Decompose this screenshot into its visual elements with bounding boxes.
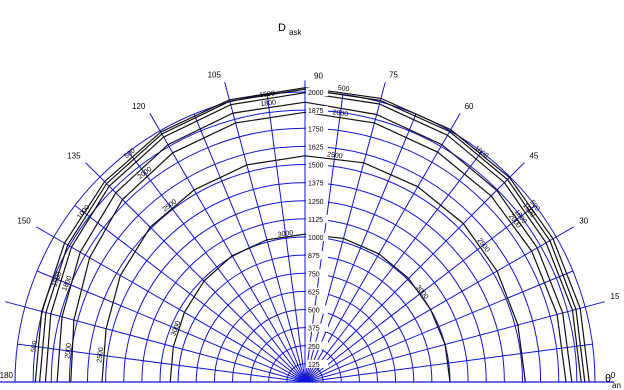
radial-tick-label: 1500 <box>308 163 324 170</box>
contour-line-2000 <box>70 111 567 383</box>
angle-tick-label: 180 <box>0 371 14 380</box>
spoke-67.5 <box>304 113 417 383</box>
spoke-45 <box>304 176 511 383</box>
radial-tick-label: 1750 <box>308 126 324 133</box>
angle-tick-label: 75 <box>389 70 398 79</box>
radial-tick-labels: 125 250 375 500 625 750 875 1000 1125 1250 1375 150… <box>306 88 328 369</box>
contour-label-3000: 3000 <box>277 230 293 239</box>
radial-tick-label: 1250 <box>308 199 324 206</box>
spoke-97.5 <box>266 94 306 383</box>
radial-label-bg <box>306 142 328 151</box>
spoke-172.5 <box>17 343 306 383</box>
spoke-extension-60 <box>449 113 461 132</box>
radial-label-bg <box>306 359 328 368</box>
spoke-extension-45 <box>509 162 525 178</box>
angle-tick-label: 15 <box>611 292 620 301</box>
spoke-60 <box>304 130 451 383</box>
angle-tick-label: 105 <box>208 70 222 79</box>
radial-tick-label: 250 <box>308 344 320 351</box>
radial-label-bg <box>306 178 328 187</box>
radial-tick-label: 125 <box>308 362 320 369</box>
angle-tick-label: 90 <box>314 71 323 80</box>
spoke-7.5 <box>304 343 593 383</box>
radial-tick-label: 1375 <box>308 181 324 188</box>
radial-label-bg <box>306 124 328 133</box>
contour-line-1500 <box>44 92 582 383</box>
spoke-142.5 <box>74 205 306 383</box>
contour-line-500 <box>34 87 590 383</box>
radial-label-bg <box>306 341 328 350</box>
radial-label-bg <box>306 305 328 314</box>
radial-axis-subscript: ask <box>289 28 302 37</box>
angle-tick-label: 60 <box>465 102 474 111</box>
spoke-120 <box>159 130 306 383</box>
radial-tick-label: 2000 <box>308 90 324 97</box>
radial-label-bg <box>306 106 328 115</box>
contour-label-3000: 3000 <box>414 284 429 301</box>
radial-label-bg <box>306 196 328 205</box>
angular-tick-labels: 0153045607590105120135150165180 <box>0 70 620 380</box>
spoke-52.5 <box>304 151 482 383</box>
contour-line-1800 <box>56 101 573 383</box>
radial-label-bg <box>306 287 328 296</box>
radial-tick-label: 500 <box>308 308 320 315</box>
spoke-extension-15 <box>584 301 605 308</box>
radial-tick-label: 1875 <box>308 108 324 115</box>
radial-tick-label: 1000 <box>308 235 324 242</box>
spoke-157.5 <box>36 270 306 383</box>
radial-tick-label: 375 <box>308 326 320 333</box>
radial-label-bg <box>306 214 328 223</box>
spoke-75 <box>304 101 381 383</box>
radial-label-bg <box>306 88 328 96</box>
contour-line-1000 <box>39 88 586 383</box>
spoke-105 <box>229 101 306 383</box>
contour-label-500: 500 <box>337 85 350 93</box>
angle-tick-label: 120 <box>132 102 146 111</box>
angle-tick-label: 30 <box>579 216 588 225</box>
contour-label-2500: 2500 <box>96 347 105 363</box>
contour-line-3000 <box>169 233 451 383</box>
radial-label-bg <box>306 269 328 278</box>
radial-label-bg <box>306 233 328 241</box>
radial-label-bg <box>306 251 328 260</box>
radial-tick-label: 750 <box>308 271 320 278</box>
contour-label-3000: 3000 <box>170 320 182 337</box>
contour-label-2500: 2500 <box>327 151 343 160</box>
spoke-extension-120 <box>149 113 161 132</box>
angular-spokes <box>5 80 605 383</box>
spoke-extension-135 <box>85 162 101 178</box>
radial-tick-label: 1125 <box>308 217 323 224</box>
spoke-165 <box>24 306 306 383</box>
angle-tick-label: 45 <box>529 152 538 161</box>
angular-axis-subscript: an <box>612 381 621 390</box>
spoke-127.5 <box>128 151 306 383</box>
angle-tick-label: 135 <box>67 152 81 161</box>
angle-tick-label: 150 <box>17 216 31 225</box>
spoke-22.5 <box>304 270 574 383</box>
radial-label-bg <box>306 323 328 332</box>
contour-label-2000: 2000 <box>64 343 73 359</box>
spoke-150 <box>53 236 306 383</box>
spoke-extension-105 <box>224 82 231 103</box>
contour-label-500: 500 <box>30 340 38 353</box>
contour-line-2500 <box>101 155 526 383</box>
contour-label-1800: 1800 <box>260 99 276 108</box>
radial-axis-title: D <box>278 22 286 34</box>
spoke-extension-30 <box>555 226 574 238</box>
contour-label-1500: 1500 <box>259 90 275 99</box>
spoke-extension-150 <box>36 226 55 238</box>
contour-lines <box>34 87 590 383</box>
contour-label-2000: 2000 <box>332 109 348 118</box>
spoke-extension-165 <box>5 301 26 308</box>
angle-tick-label: 0 <box>611 371 616 380</box>
angular-axis-title: θ <box>605 373 611 385</box>
spoke-135 <box>99 176 306 383</box>
radial-tick-label: 875 <box>308 253 320 260</box>
radial-label-bg <box>306 160 328 169</box>
radial-tick-label: 625 <box>308 289 320 296</box>
radial-tick-label: 1625 <box>308 144 324 151</box>
